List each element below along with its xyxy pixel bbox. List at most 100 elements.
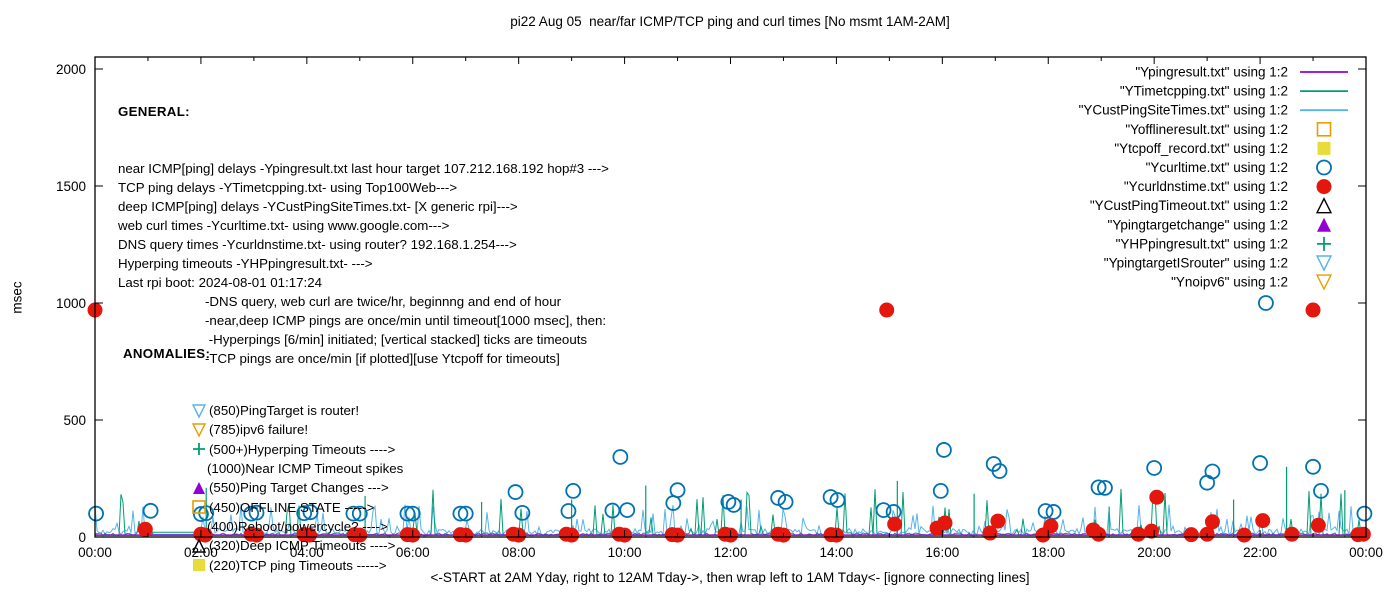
triangle-down-open-icon [191,423,207,438]
x-tick-label: 00:00 [78,545,112,560]
data-point [1284,526,1300,542]
data-point [249,527,265,543]
legend-label: "Ycurltime.txt" using 1:2 [1146,160,1288,175]
data-point [777,493,794,510]
data-point [1183,527,1199,543]
data-point [936,442,952,458]
square-filled-icon [193,559,205,572]
legend-symbol-circle-filled [1316,179,1332,195]
data-point [770,490,787,506]
legend-entry: "Yofflineresult.txt" using 1:2 [1125,122,1332,137]
legend-entry: "Ypingtargetchange" using 1:2 [1108,217,1331,232]
anomaly-item: (1000)Near ICMP Timeout spikes [191,459,403,478]
series-Ycurldnstime.txt [87,302,1371,543]
x-tick-label: 02:00 [184,545,218,560]
triangle-up-open-icon [191,538,207,553]
legend-label: "Ytcpoff_record.txt" using 1:2 [1114,141,1288,156]
data-point [457,505,474,522]
data-point [991,463,1008,479]
data-point [1258,295,1274,311]
square-open-icon [192,500,206,514]
data-point [514,504,531,521]
legend-symbol-circle-open [1316,159,1332,176]
anomaly-item: (850)PingTarget is router! [191,401,403,420]
data-point [1130,526,1146,542]
legend-label: "YTimetcpping.txt" using 1:2 [1120,84,1288,99]
anomaly-item: (450)OFFLINE STATE -----> [191,497,403,516]
data-point [1236,527,1252,543]
x-tick-label: 06:00 [396,545,430,560]
legend-entry: "Ytcpoff_record.txt" using 1:2 [1114,141,1331,156]
axes: 00:00 02:00 04:00 06:00 08:00 10:00 12:00 14:00… [56,56,1383,560]
anomaly-text: (320)Deep ICMP Timeouts ----> [209,538,396,554]
legend-entry: "Ycurltime.txt" using 1:2 [1146,159,1332,176]
anomaly-item: (500+)Hyperping Timeouts ----> [191,440,403,459]
anomaly-text: (220)TCP ping Timeouts -----> [209,557,387,573]
legend-entry: "YCustPingTimeout.txt" using 1:2 [1090,197,1333,214]
legend-symbol-square-filled [1317,141,1331,155]
general-heading: GENERAL: [118,104,190,119]
legend-entry: "YpingtargetISrouter" using 1:2 [1104,255,1333,272]
y-tick-label: 500 [63,413,86,428]
anomaly-items: (850)PingTarget is router! (785)ipv6 fail… [191,401,403,575]
legend-symbol-triangle-down-open [1315,274,1333,291]
general-subline: -TCP pings are once/min [if plotted][use… [205,351,560,366]
data-point [248,504,265,521]
x-tick-label: 10:00 [608,545,642,560]
data-point [404,505,421,522]
legend-label: "Ynoipv6" using 1:2 [1171,275,1288,290]
data-point [1310,517,1326,533]
data-point [725,497,742,513]
data-point [990,513,1006,529]
x-tick-label: 18:00 [1031,545,1065,560]
anomaly-text: (1000)Near ICMP Timeout spikes [207,461,404,477]
legend-entry: "Ycurldnstime.txt" using 1:2 [1124,179,1332,195]
x-axis-label: <-START at 2AM Yday, right to 12AM Tday-… [430,570,1030,585]
triangle-down-open-glyph [191,403,207,419]
general-line: near ICMP[ping] delays -Ypingresult.txt … [118,161,609,176]
legend-symbol-triangle-up-filled [1317,217,1331,232]
y-tick-label: 1000 [56,296,86,311]
data-point [822,489,839,505]
anomaly-item: (400)Reboot/powercycle? ----> [191,517,403,536]
anomaly-item: (220)TCP ping Timeouts -----> [191,555,403,574]
data-point [243,505,260,522]
data-point [1097,479,1113,496]
plus-glyph [193,443,205,456]
triangle-down-open-icon [191,403,207,419]
anomaly-text: (785)ipv6 failure! [209,422,309,438]
data-point [1091,526,1107,542]
data-point [560,503,577,519]
data-point [1305,302,1321,318]
chart-title: pi22 Aug 05 near/far ICMP/TCP ping and c… [510,14,950,29]
triangle-down-open-glyph [191,423,207,438]
data-point [296,505,313,522]
data-point [1149,489,1165,505]
legend-label: "Yofflineresult.txt" using 1:2 [1125,122,1288,137]
data-point [932,483,949,499]
general-subline: -Hyperpings [6/min] initiated; [vertical… [205,332,588,347]
data-point [1204,463,1221,480]
legend-label: "Ycurldnstime.txt" using 1:2 [1124,179,1288,194]
x-tick-label: 12:00 [714,545,748,560]
legend-symbol-triangle-down-open [1315,255,1333,272]
anomaly-text: (400)Reboot/powercycle? ----> [207,518,388,534]
series-Ycurltime.txt [88,295,1373,522]
data-point [302,504,319,521]
general-subline: -DNS query, web curl are twice/hr, begin… [205,294,562,309]
legend-label: "YpingtargetISrouter" using 1:2 [1104,256,1288,271]
y-tick-label: 1500 [56,179,86,194]
data-point [88,505,104,522]
legend-symbol-triangle-up-open [1315,197,1333,214]
anomaly-text: (450)OFFLINE STATE -----> [209,499,375,515]
square-open-glyph [192,500,206,514]
data-point [1252,455,1268,471]
data-point [452,505,469,522]
legend-label: "YHPpingresult.txt" using 1:2 [1116,236,1288,251]
general-lines: near ICMP[ping] delays -Ypingresult.txt … [118,159,609,368]
y-tick-label: 2000 [56,62,86,77]
data-point [1090,479,1107,496]
legend-label: "Ypingresult.txt" using 1:2 [1135,65,1288,80]
anomaly-text: (500+)Hyperping Timeouts ----> [209,441,396,457]
data-point [887,516,903,532]
